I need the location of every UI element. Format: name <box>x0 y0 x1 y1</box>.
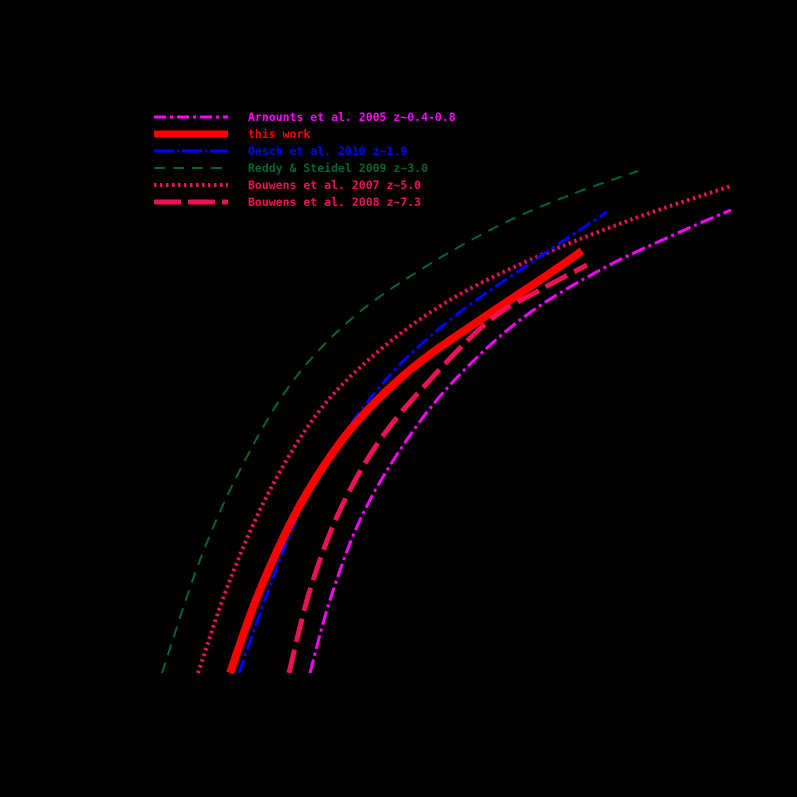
legend-swatch-dash-dot-magenta-icon <box>154 115 228 119</box>
curve-bouwens-et-al-2008-z-7-3 <box>286 262 589 674</box>
legend-swatch-long-dashed-pink-icon <box>154 199 228 205</box>
curve-arnounts-et-al-2005-z-0-4-0-8 <box>308 208 732 674</box>
legend-item-reddy: Reddy & Steidel 2009 z~3.0 <box>152 161 472 175</box>
legend-label: this work <box>248 127 311 141</box>
curve-oesch-et-al-2010-z-1-9 <box>237 210 608 674</box>
curve-bouwens-et-al-2007-z-5-0 <box>196 184 732 674</box>
curve-reddy-steidel-2009-z-3-0 <box>161 170 639 674</box>
legend-swatch-solid-red-icon <box>154 130 228 138</box>
legend-label: Arnounts et al. 2005 z~0.4-0.8 <box>248 110 456 124</box>
curve-this-work <box>226 247 585 675</box>
legend-label: Bouwens et al. 2008 z~7.3 <box>248 195 422 209</box>
legend-label: Bouwens et al. 2007 z~5.0 <box>248 178 422 192</box>
legend-item-oesch: Oesch et al. 2010 z~1.9 <box>152 144 472 158</box>
legend-item-bouwens-2008: Bouwens et al. 2008 z~7.3 <box>152 195 472 209</box>
legend-label: Reddy & Steidel 2009 z~3.0 <box>248 161 429 175</box>
legend-item-bouwens-2007: Bouwens et al. 2007 z~5.0 <box>152 178 472 192</box>
legend-label: Oesch et al. 2010 z~1.9 <box>248 144 408 158</box>
curves-group <box>161 170 732 675</box>
legend-item-this-work: this work <box>152 127 472 141</box>
legend-item-arnouts: Arnounts et al. 2005 z~0.4-0.8 <box>152 110 472 124</box>
legend-swatch-dotted-pink-icon <box>154 183 228 187</box>
legend-swatch-dashed-green-icon <box>154 167 228 169</box>
legend-swatch-dash-dot-blue-icon <box>154 149 228 153</box>
